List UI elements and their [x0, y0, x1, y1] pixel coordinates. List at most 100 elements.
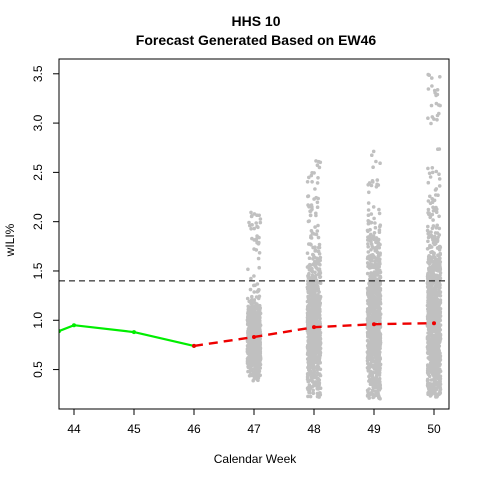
forecast-sample-point	[371, 149, 376, 154]
forecast-sample-point	[437, 177, 442, 181]
forecast-sample-point	[311, 285, 316, 289]
forecast-sample-point	[246, 340, 251, 344]
forecast-sample-point	[307, 353, 311, 358]
forecast-sample-point	[377, 363, 381, 368]
forecast-sample-point	[314, 266, 319, 270]
forecast-sample-point	[249, 355, 253, 360]
forecast-sample-point	[305, 357, 310, 361]
forecast-sample-point	[370, 290, 375, 295]
forecast-sample-point	[426, 285, 431, 289]
forecast-sample-point	[437, 172, 441, 176]
forecast-sample-point	[427, 364, 432, 368]
forecast-sample-point	[428, 356, 433, 361]
forecast-sample-point	[314, 232, 319, 237]
forecast-sample-point	[429, 103, 434, 108]
forecast-sample-point	[309, 375, 314, 380]
forecast-sample-point	[377, 309, 382, 314]
forecast-sample-point	[373, 363, 377, 367]
forecast-sample-point	[426, 224, 430, 229]
forecast-sample-point	[428, 302, 433, 307]
forecast-sample-point	[252, 298, 257, 302]
forecast-sample-point	[375, 178, 380, 182]
forecast-sample-point	[374, 262, 378, 266]
forecast-sample-point	[429, 348, 434, 353]
forecast-sample-point	[371, 281, 375, 285]
forecast-sample-point	[433, 353, 438, 357]
forecast-sample-point	[430, 372, 435, 376]
forecast-sample-point	[376, 381, 381, 385]
forecast-sample-point	[426, 211, 430, 215]
forecast-sample-point	[377, 207, 381, 212]
y-axis-label: wILI%	[3, 223, 17, 257]
forecast-sample-point	[254, 341, 259, 345]
forecast-sample-point	[369, 301, 373, 305]
forecast-sample-point	[315, 293, 320, 298]
forecast-sample-point	[436, 147, 440, 151]
forecast-sample-point	[432, 251, 436, 255]
forecast-sample-point	[256, 256, 261, 261]
forecast-sample-point	[434, 374, 439, 379]
forecast-sample-point	[430, 283, 434, 287]
forecast-sample-point	[433, 257, 438, 261]
forecast-sample-point	[377, 341, 382, 346]
forecast-sample-point	[431, 318, 436, 323]
forecast-sample-point	[246, 307, 251, 312]
forecast-sample-point	[307, 271, 311, 276]
forecast-sample-point	[252, 373, 256, 378]
forecast-sample-point	[245, 357, 250, 361]
forecast-sample-point	[318, 255, 323, 260]
observed-series	[59, 323, 196, 348]
forecast-sample-point	[251, 322, 255, 326]
forecast-sample-point	[254, 373, 259, 378]
forecast-sample-point	[430, 115, 435, 119]
forecast-sample-point	[371, 395, 375, 400]
forecast-sample-point	[315, 301, 320, 306]
forecast-sample-point	[366, 352, 371, 357]
y-tick-label: 0.5	[31, 361, 45, 378]
forecast-sample-point	[369, 183, 374, 188]
forecast-sample-point	[246, 304, 250, 309]
forecast-sample-point	[378, 286, 383, 291]
forecast-sample-point	[306, 323, 311, 328]
forecast-sample-point	[246, 267, 250, 272]
forecast-sample-point	[310, 171, 314, 175]
forecast-sample-point	[306, 194, 310, 199]
forecast-sample-point	[255, 354, 259, 358]
forecast-sample-point	[432, 337, 437, 342]
forecast-sample-point	[426, 199, 431, 203]
forecast-sample-point	[366, 308, 370, 313]
forecast-sample-point	[438, 290, 442, 294]
forecast-sample-point	[248, 310, 252, 315]
forecast-sample-point	[367, 340, 372, 345]
forecast-sample-point	[434, 193, 438, 197]
y-tick-label: 1.0	[31, 312, 45, 329]
forecast-sample-point	[256, 376, 261, 380]
forecast-sample-point	[438, 75, 442, 79]
forecast-sample-point	[374, 318, 378, 322]
forecast-sample-point	[305, 251, 310, 255]
forecast-sample-point	[370, 263, 375, 267]
forecast-sample-point	[318, 295, 323, 299]
forecast-sample-point	[434, 307, 439, 312]
forecast-sample-point	[377, 305, 382, 310]
forecast-sample-point	[247, 331, 251, 336]
forecast-sample-point	[315, 383, 319, 388]
forecast-sample-point	[314, 283, 319, 287]
forecast-sample-point	[252, 290, 256, 294]
forecast-sample-point	[372, 313, 376, 318]
forecast-sample-point	[254, 319, 259, 323]
forecast-sample-point	[312, 299, 316, 304]
forecast-sample-point	[372, 366, 376, 370]
forecast-sample-point	[248, 346, 252, 351]
forecast-sample-point	[430, 197, 435, 201]
forecast-sample-point	[378, 396, 382, 401]
forecast-sample-point	[374, 379, 378, 383]
y-tick-label: 3.5	[31, 65, 45, 82]
forecast-sample-point	[369, 220, 374, 225]
forecast-sample-point	[250, 343, 255, 348]
forecast-sample-point	[375, 327, 379, 332]
forecast-sample-point	[249, 214, 254, 219]
forecast-sample-point	[373, 221, 377, 225]
forecast-sample-point	[310, 180, 314, 184]
